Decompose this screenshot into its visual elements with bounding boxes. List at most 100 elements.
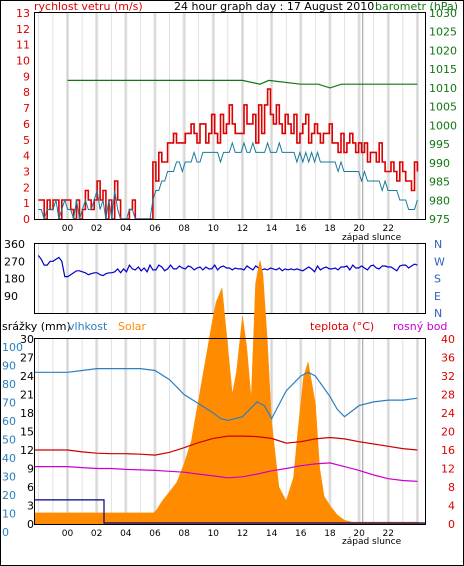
wind-y-tick: 4 bbox=[23, 150, 30, 163]
wind-grid bbox=[38, 13, 419, 219]
wind-axis-label: rychlost vetru (m/s) bbox=[34, 0, 143, 13]
wind-y-tick: 1 bbox=[23, 197, 30, 210]
rain-axis-label: srážky (mm) bbox=[2, 320, 71, 333]
x-tick-label: 16 bbox=[295, 224, 307, 234]
x-tick-label: 16 bbox=[295, 529, 307, 539]
temperature-y-tick: 32 bbox=[441, 370, 455, 383]
compass-label: W bbox=[434, 255, 445, 268]
rain-y-tick: 3 bbox=[27, 500, 34, 513]
x-tick-label: 00 bbox=[62, 529, 74, 539]
x-tick-label: 00 bbox=[62, 224, 74, 234]
x-tick-label: 22 bbox=[383, 224, 394, 234]
x-tick-label: 04 bbox=[120, 224, 132, 234]
direction-plot-frame bbox=[34, 243, 426, 314]
temperature-y-tick: 20 bbox=[441, 426, 455, 439]
humidity-y-tick: 60 bbox=[2, 415, 16, 428]
sunset-label-bottom: západ slunce bbox=[342, 537, 402, 547]
rain-y-tick: 12 bbox=[20, 444, 34, 457]
wind-direction-line bbox=[37, 255, 418, 278]
barometer-y-tick: 990 bbox=[429, 157, 450, 170]
x-tick-label: 10 bbox=[208, 224, 220, 234]
dewpoint-label: rosný bod bbox=[393, 320, 447, 333]
humidity-label: vlhkost bbox=[68, 320, 108, 333]
climate-series bbox=[34, 260, 426, 525]
barometer-y-tick: 1020 bbox=[429, 44, 457, 57]
wind-y-tick: 13 bbox=[16, 7, 30, 20]
barometer-y-tick: 1015 bbox=[429, 63, 457, 76]
solar-label: Solar bbox=[118, 320, 147, 333]
x-tick-label: 22 bbox=[383, 529, 394, 539]
sunset-label: západ slunce bbox=[342, 233, 402, 243]
temperature-y-tick: 12 bbox=[441, 463, 455, 476]
x-tick-label: 20 bbox=[353, 224, 365, 234]
wind-y-tick: 12 bbox=[16, 23, 30, 36]
x-tick-label: 06 bbox=[149, 224, 161, 234]
rain-line bbox=[35, 499, 425, 524]
rain-y-tick: 9 bbox=[27, 463, 34, 476]
direction-grid bbox=[38, 244, 419, 313]
temperature-y-tick: 40 bbox=[441, 333, 455, 346]
wind-y-tick: 6 bbox=[23, 118, 30, 131]
x-tick-label: 20 bbox=[353, 529, 365, 539]
barometer-y-tick: 1030 bbox=[429, 7, 457, 20]
wind-series bbox=[38, 79, 419, 221]
x-tick-label: 14 bbox=[266, 529, 278, 539]
wind-y-tick: 10 bbox=[16, 55, 30, 68]
x-tick-label: 10 bbox=[208, 529, 220, 539]
x-tick-label: 02 bbox=[91, 224, 102, 234]
barometer-y-tick: 980 bbox=[429, 194, 450, 207]
x-tick-label: 12 bbox=[237, 224, 248, 234]
solar-area bbox=[34, 260, 426, 525]
humidity-y-tick: 100 bbox=[2, 341, 23, 354]
wind-plot-frame bbox=[34, 12, 426, 220]
barometer-y-tick: 1025 bbox=[429, 26, 457, 39]
compass-label: N bbox=[434, 307, 442, 320]
direction-y-tick: 180 bbox=[4, 273, 25, 286]
humidity-y-tick: 0 bbox=[2, 526, 9, 539]
barometer-y-tick: 995 bbox=[429, 138, 450, 151]
temperature-y-tick: 36 bbox=[441, 352, 455, 365]
rain-y-tick: 18 bbox=[20, 407, 34, 420]
wind-y-tick: 2 bbox=[23, 181, 30, 194]
humidity-y-tick: 50 bbox=[2, 434, 16, 447]
direction-y-tick: 360 bbox=[4, 238, 25, 251]
temperature-y-tick: 4 bbox=[448, 500, 455, 513]
temperature-y-tick: 16 bbox=[441, 444, 455, 457]
rain-y-tick: 24 bbox=[20, 370, 34, 383]
temperature-label: teplota (°C) bbox=[310, 320, 374, 333]
barometer-line bbox=[67, 79, 418, 89]
barometer-axis-label: barometr (hPa) bbox=[375, 0, 458, 13]
rain-y-tick: 30 bbox=[20, 333, 34, 346]
humidity-y-tick: 70 bbox=[2, 397, 16, 410]
x-tick-label: 06 bbox=[149, 529, 161, 539]
climate-tick-labels: 3010027902480217018601550124093062031000… bbox=[2, 333, 455, 539]
humidity-y-tick: 90 bbox=[2, 360, 16, 373]
x-tick-label: 02 bbox=[91, 529, 102, 539]
rain-y-tick: 15 bbox=[20, 426, 34, 439]
compass-label: E bbox=[434, 290, 441, 303]
direction-y-tick: 270 bbox=[4, 255, 25, 268]
temperature-y-tick: 0 bbox=[448, 518, 455, 531]
wind-y-tick: 5 bbox=[23, 134, 30, 147]
temperature-line bbox=[35, 435, 418, 456]
wind-average-line bbox=[38, 141, 418, 221]
barometer-y-tick: 1010 bbox=[429, 82, 457, 95]
humidity-y-tick: 20 bbox=[2, 489, 16, 502]
rain-y-tick: 21 bbox=[20, 389, 34, 402]
temperature-y-tick: 24 bbox=[441, 407, 455, 420]
x-tick-label: 08 bbox=[178, 224, 190, 234]
wind-tick-labels: 1312111098765432101030102510201015101010… bbox=[16, 7, 457, 234]
barometer-y-tick: 975 bbox=[429, 213, 450, 226]
humidity-y-tick: 80 bbox=[2, 378, 16, 391]
wind-y-tick: 3 bbox=[23, 165, 30, 178]
x-tick-label: 12 bbox=[237, 529, 248, 539]
wind-y-tick: 8 bbox=[23, 86, 30, 99]
barometer-y-tick: 1000 bbox=[429, 119, 457, 132]
compass-label: S bbox=[434, 273, 441, 286]
wind-y-tick: 9 bbox=[23, 70, 30, 83]
direction-y-tick: 90 bbox=[4, 290, 18, 303]
temperature-y-tick: 28 bbox=[441, 389, 455, 402]
x-tick-label: 18 bbox=[324, 529, 336, 539]
